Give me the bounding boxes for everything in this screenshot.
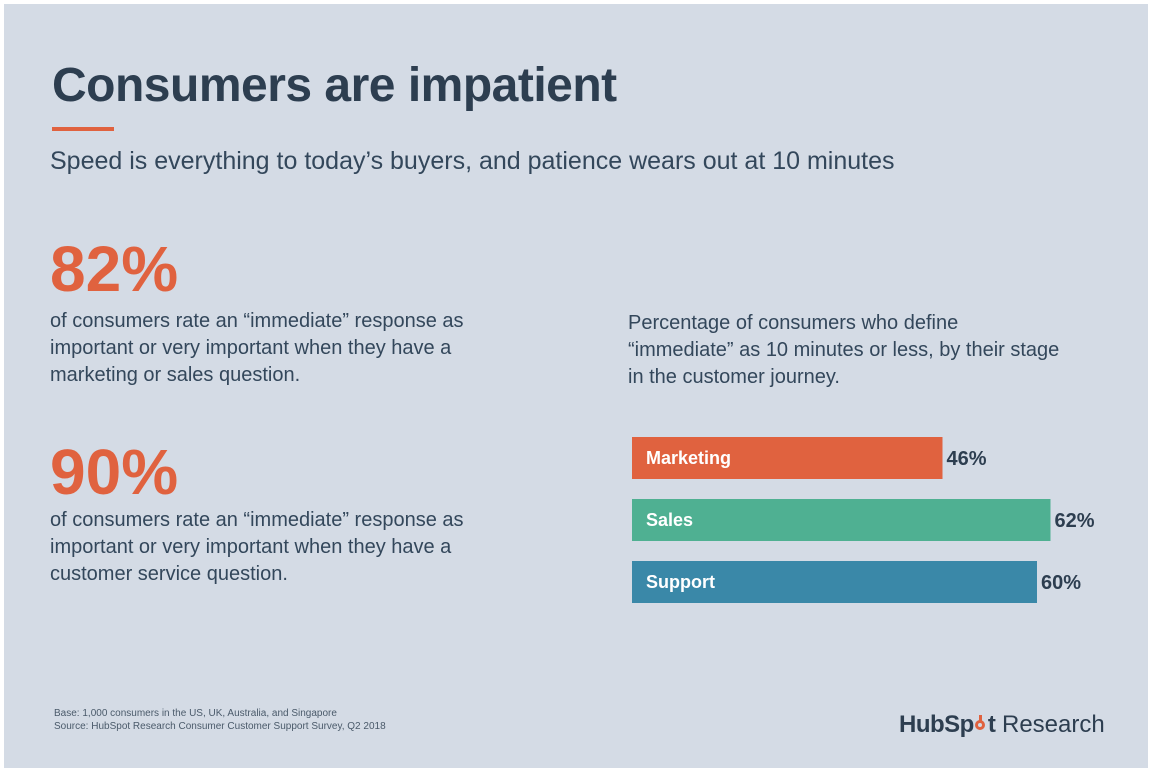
bar-sales	[632, 499, 1051, 541]
logo-brand-end: t	[987, 711, 996, 738]
bar-value-marketing: 46%	[947, 448, 987, 470]
stat-description-customer-service: of consumers rate an “immediate” respons…	[50, 509, 464, 585]
bar-marketing	[632, 437, 943, 479]
chart-title: Percentage of consumers who define “imme…	[628, 312, 1060, 388]
infographic: Consumers are impatient Speed is everyth…	[4, 4, 1148, 768]
footnote: Base: 1,000 consumers in the US, UK, Aus…	[54, 707, 386, 733]
bar-label-support: Support	[646, 572, 715, 592]
stat-value-customer-service: 90%	[50, 436, 179, 508]
hubspot-research-logo: HubSp t Research	[899, 711, 1105, 739]
bar-label-sales: Sales	[646, 510, 693, 530]
footnote-source: Source: HubSpot Research Consumer Custom…	[54, 721, 386, 732]
stat-value-marketing-sales: 82%	[50, 233, 179, 305]
title-underline	[52, 127, 114, 131]
stat-description-marketing-sales: of consumers rate an “immediate” respons…	[50, 310, 464, 386]
bar-chart: Marketing 46% Sales 62% Support 60%	[632, 437, 1095, 603]
sprocket-icon	[974, 715, 988, 734]
bar-label-marketing: Marketing	[646, 448, 731, 468]
page-title: Consumers are impatient	[52, 59, 617, 112]
bar-value-support: 60%	[1041, 572, 1081, 594]
bar-support	[632, 561, 1037, 603]
bar-value-sales: 62%	[1055, 510, 1095, 532]
logo-brand-start: HubSp	[899, 711, 974, 738]
page-subtitle: Speed is everything to today’s buyers, a…	[50, 147, 895, 175]
footnote-base: Base: 1,000 consumers in the US, UK, Aus…	[54, 708, 337, 719]
logo-suffix: Research	[1002, 711, 1105, 738]
